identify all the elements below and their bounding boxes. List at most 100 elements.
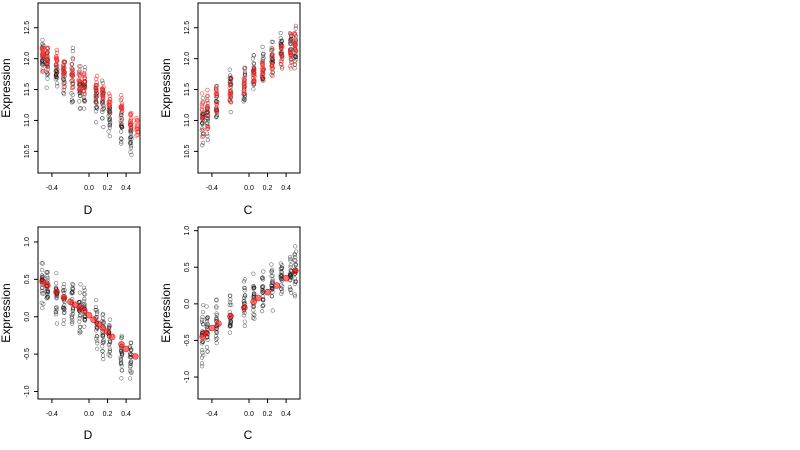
observation-point bbox=[70, 319, 75, 324]
observation-point bbox=[93, 120, 99, 125]
observation-point bbox=[54, 321, 59, 326]
fit-point bbox=[199, 134, 205, 140]
observation-point bbox=[107, 341, 112, 347]
observation-point bbox=[39, 261, 44, 266]
fit-point bbox=[228, 75, 233, 80]
fit-point bbox=[288, 63, 293, 69]
observation-point bbox=[242, 323, 247, 329]
fit-point bbox=[39, 52, 45, 57]
fit-point bbox=[205, 87, 210, 93]
fit-point bbox=[228, 99, 234, 105]
observation-point bbox=[70, 287, 75, 292]
points-group bbox=[39, 261, 139, 381]
observation-point bbox=[213, 115, 218, 120]
fit-point bbox=[205, 100, 211, 106]
panel-1: -0.4 0.0 0.2 0.4 10.5 11.0 11.5 12.0 12.5 D Expres… bbox=[0, 2, 141, 217]
observation-point bbox=[227, 67, 232, 72]
fit-point bbox=[107, 110, 112, 115]
fit-point bbox=[280, 44, 285, 49]
observation-point bbox=[77, 93, 83, 99]
panel-4: -0.4 0.0 0.2 0.4 -1.0 -0.5 0.0 0.5 1.0 C Expressio… bbox=[159, 226, 301, 442]
fit-point bbox=[70, 66, 75, 71]
fit-point bbox=[119, 96, 124, 101]
observation-point bbox=[279, 278, 285, 283]
observation-point bbox=[204, 324, 210, 329]
observation-point bbox=[205, 315, 210, 320]
observation-point bbox=[241, 285, 247, 290]
observation-point bbox=[288, 255, 293, 260]
y-axis-label: Expression bbox=[0, 58, 13, 117]
observation-point bbox=[242, 319, 247, 324]
observation-point bbox=[261, 297, 266, 303]
y-tick-label: -0.5 bbox=[184, 334, 191, 346]
observation-point bbox=[101, 340, 106, 345]
fit-point bbox=[54, 63, 60, 68]
fit-point bbox=[93, 95, 99, 100]
observation-point bbox=[228, 73, 233, 78]
fit-point bbox=[269, 66, 275, 72]
observation-point bbox=[199, 317, 205, 322]
fit-point bbox=[94, 82, 100, 88]
observation-point bbox=[40, 268, 45, 273]
y-axis-label: Expression bbox=[159, 283, 173, 342]
fit-point bbox=[289, 59, 294, 65]
observation-point bbox=[106, 107, 111, 112]
observation-point bbox=[61, 321, 66, 327]
fit-point bbox=[269, 45, 274, 51]
fit-point bbox=[241, 88, 247, 94]
fit-point bbox=[205, 123, 211, 129]
observation-point bbox=[251, 308, 256, 313]
y-axis-label: Expression bbox=[159, 58, 173, 117]
observation-point bbox=[128, 348, 133, 353]
fit-point bbox=[82, 79, 88, 84]
fit-point bbox=[250, 298, 257, 305]
fit-point bbox=[199, 91, 205, 96]
observation-point bbox=[70, 45, 75, 50]
observation-point bbox=[279, 66, 285, 71]
fit-point bbox=[293, 48, 299, 54]
observation-point bbox=[127, 141, 133, 146]
observation-point bbox=[101, 338, 106, 343]
observation-point bbox=[45, 288, 50, 293]
observation-point bbox=[69, 91, 74, 96]
observation-point bbox=[269, 269, 274, 274]
observation-point bbox=[289, 36, 294, 41]
observation-point bbox=[200, 314, 205, 320]
fit-point bbox=[214, 107, 219, 112]
observation-point bbox=[128, 364, 133, 370]
fit-point bbox=[81, 71, 87, 76]
observation-point bbox=[127, 369, 133, 374]
fit-point bbox=[70, 80, 76, 85]
observation-point bbox=[205, 337, 210, 342]
observation-point bbox=[107, 112, 112, 117]
observation-point bbox=[77, 299, 83, 305]
fit-point bbox=[205, 93, 211, 99]
observation-point bbox=[260, 44, 265, 49]
x-tick-label: 0.0 bbox=[244, 411, 254, 418]
observation-point bbox=[40, 57, 45, 62]
observation-point bbox=[94, 311, 100, 316]
fit-point bbox=[134, 120, 139, 125]
observation-point bbox=[128, 145, 133, 151]
observation-point bbox=[53, 309, 58, 315]
observation-point bbox=[100, 116, 105, 121]
observation-point bbox=[279, 286, 284, 292]
fit-point bbox=[135, 132, 140, 138]
observation-point bbox=[260, 285, 265, 290]
observation-point bbox=[77, 99, 82, 104]
fit-point bbox=[81, 89, 86, 94]
fit-point bbox=[242, 66, 247, 71]
observation-point bbox=[81, 106, 87, 111]
fit-point bbox=[288, 49, 293, 55]
fit-point bbox=[81, 307, 88, 315]
y-tick-label: 0.5 bbox=[184, 262, 191, 272]
y-tick-label: 11.0 bbox=[24, 114, 31, 127]
observation-point bbox=[214, 341, 219, 346]
observation-point bbox=[95, 334, 100, 339]
observation-point bbox=[288, 287, 293, 292]
fit-point bbox=[270, 52, 276, 57]
observation-point bbox=[70, 317, 75, 322]
observation-point bbox=[128, 340, 134, 346]
fit-point bbox=[215, 320, 222, 327]
observation-point bbox=[82, 287, 87, 293]
